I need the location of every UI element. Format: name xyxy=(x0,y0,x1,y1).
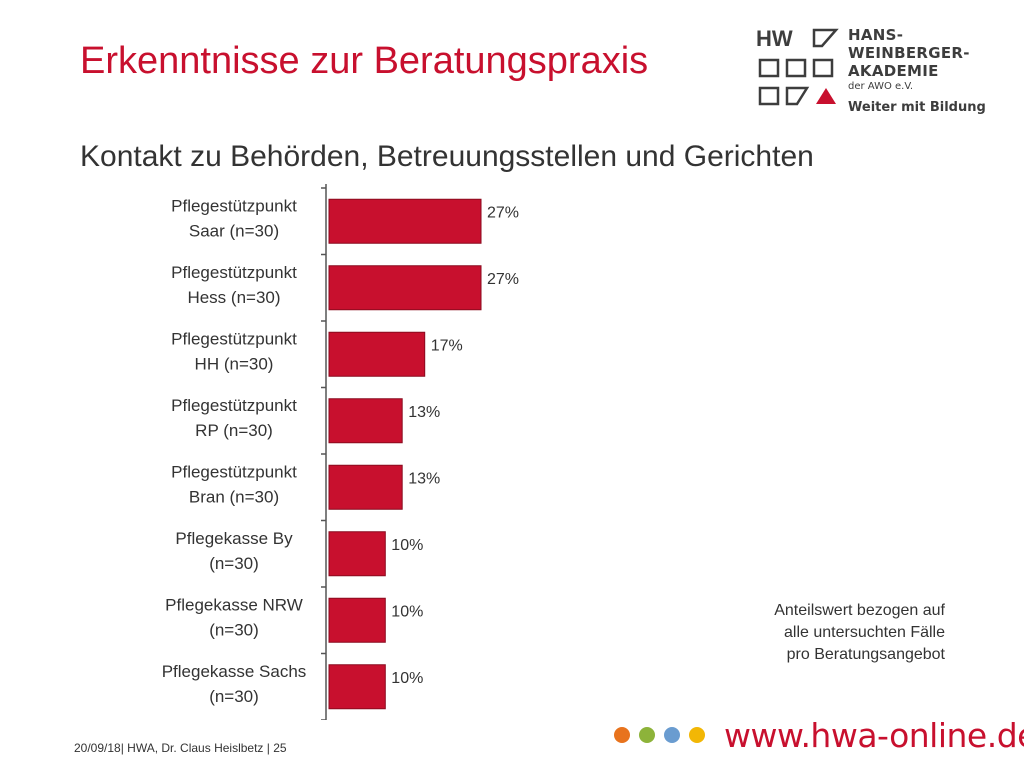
data-label-2: 17% xyxy=(431,337,463,354)
category-label-5: Pflegekasse By (n=30) xyxy=(175,529,293,573)
bar-chart-svg: 27% Pflegestützpunkt Saar (n=30) 27% Pfleges… xyxy=(162,184,519,724)
data-label-7: 10% xyxy=(391,670,423,687)
footer-text: 20/09/18| HWA, Dr. Claus Heislbetz | 25 xyxy=(74,741,287,755)
bar-2 xyxy=(328,331,426,377)
data-label-4: 13% xyxy=(408,470,440,487)
footer-dot-2 xyxy=(639,727,655,743)
note-line-3: pro Beratungsangebot xyxy=(786,646,945,663)
data-label-5: 10% xyxy=(391,537,423,554)
logo-tagline: Weiter mit Bildung xyxy=(848,100,986,115)
category-label-4: Pflegestützpunkt Bran (n=30) xyxy=(171,462,297,506)
logo-line-3: AKADEMIE xyxy=(848,62,939,80)
bar-6 xyxy=(328,597,386,643)
data-label-0: 27% xyxy=(487,204,519,221)
data-label-3: 13% xyxy=(408,404,440,421)
chart-note: Anteilswert bezogen auf alle untersuchte… xyxy=(700,600,945,666)
logo-line-4: der AWO e.V. xyxy=(848,81,914,92)
footer-dot-3 xyxy=(664,727,680,743)
bar-7 xyxy=(328,664,386,710)
bar-0 xyxy=(328,198,482,244)
category-label-6: Pflegekasse NRW (n=30) xyxy=(165,595,303,639)
category-label-3: Pflegestützpunkt RP (n=30) xyxy=(171,396,297,440)
logo-grid-icon: HW xyxy=(756,26,839,106)
data-label-1: 27% xyxy=(487,271,519,288)
website-url[interactable]: www.hwa-online.de xyxy=(724,716,1024,755)
logo-text: HANS- WEINBERGER- AKADEMIE der AWO e.V. … xyxy=(848,26,986,116)
category-label-1: Pflegestützpunkt Hess (n=30) xyxy=(171,263,297,307)
bar-5 xyxy=(328,531,386,577)
footer-dots-icon xyxy=(614,727,705,743)
footer-dot-4 xyxy=(689,727,705,743)
bar-4 xyxy=(328,464,403,510)
category-label-7: Pflegekasse Sachs (n=30) xyxy=(162,662,307,706)
category-label-0: Pflegestützpunkt Saar (n=30) xyxy=(171,196,297,240)
bar-chart: 27% Pflegestützpunkt Saar (n=30) 27% Pfleges… xyxy=(0,180,700,724)
note-line-2: alle untersuchten Fälle xyxy=(784,624,945,641)
hwa-logo: HW HANS- WEINBERGER- AKADEMIE der AWO e.… xyxy=(756,26,996,116)
logo-letters: HW xyxy=(756,26,793,51)
logo-line-2: WEINBERGER- xyxy=(848,44,970,62)
note-line-1: Anteilswert bezogen auf xyxy=(774,602,945,619)
category-label-2: Pflegestützpunkt HH (n=30) xyxy=(171,329,297,373)
bar-1 xyxy=(328,265,482,311)
bar-3 xyxy=(328,398,403,444)
chart-subtitle: Kontakt zu Behörden, Betreuungsstellen u… xyxy=(80,140,814,173)
logo-line-1: HANS- xyxy=(848,26,904,44)
slide-title: Erkenntnisse zur Beratungspraxis xyxy=(80,40,649,82)
data-label-6: 10% xyxy=(391,603,423,620)
footer-dot-1 xyxy=(614,727,630,743)
